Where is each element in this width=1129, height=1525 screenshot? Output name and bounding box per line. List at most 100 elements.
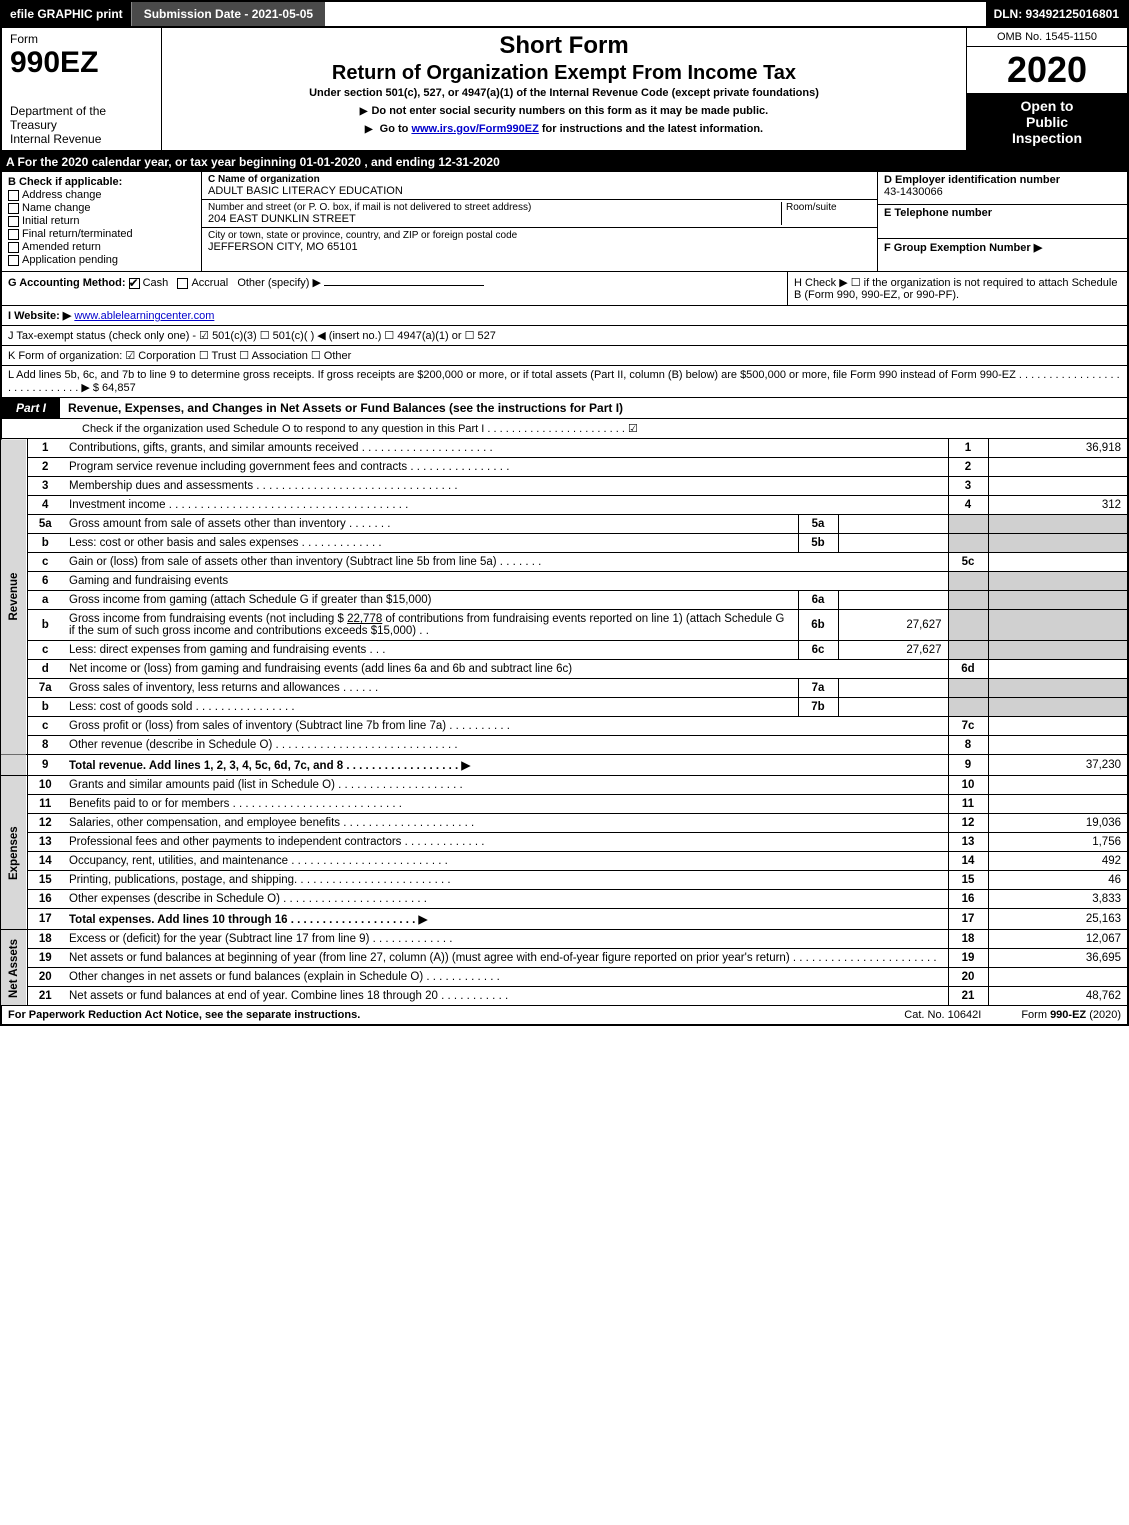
i-label: I Website: ▶ (8, 310, 71, 322)
line-1-box: 1 (948, 439, 988, 458)
line-6b-no: b (27, 610, 63, 641)
f-group-exemption-label: F Group Exemption Number ▶ (884, 241, 1121, 254)
page-footer: For Paperwork Reduction Act Notice, see … (0, 1006, 1129, 1026)
line-2-val (988, 458, 1128, 477)
org-street: 204 EAST DUNKLIN STREET (208, 213, 781, 225)
line-7a-no: 7a (27, 679, 63, 698)
org-city: JEFFERSON CITY, MO 65101 (208, 241, 871, 253)
section-k: K Form of organization: ☑ Corporation ☐ … (0, 346, 1129, 366)
dln: DLN: 93492125016801 (986, 2, 1127, 26)
line-11-box: 11 (948, 795, 988, 814)
chk-accrual[interactable] (177, 278, 188, 289)
g-other: Other (specify) ▶ (237, 277, 321, 289)
line-14-box: 14 (948, 852, 988, 871)
line-5c-val (988, 553, 1128, 572)
line-6d-box: 6d (948, 660, 988, 679)
line-16-desc: Other expenses (describe in Schedule O) … (63, 890, 948, 909)
section-i: I Website: ▶ www.ablelearningcenter.com (0, 306, 1129, 326)
line-21-desc: Net assets or fund balances at end of ye… (63, 987, 948, 1006)
line-21-val: 48,762 (988, 987, 1128, 1006)
line-18-desc: Excess or (deficit) for the year (Subtra… (63, 930, 948, 949)
line-5b-desc: Less: cost or other basis and sales expe… (63, 534, 798, 553)
open-line1: Open to (971, 98, 1123, 114)
line-6b-desc-pre: Gross income from fundraising events (no… (69, 613, 347, 625)
line-4-box: 4 (948, 496, 988, 515)
line-8-box: 8 (948, 736, 988, 755)
line-16-box: 16 (948, 890, 988, 909)
line-19-no: 19 (27, 949, 63, 968)
line-7b-no: b (27, 698, 63, 717)
chk-cash[interactable] (129, 278, 140, 289)
line-7a-sub: 7a (798, 679, 838, 698)
website-link[interactable]: www.ablelearningcenter.com (74, 310, 214, 322)
chk-name-change[interactable]: Name change (8, 202, 195, 214)
line-10-no: 10 (27, 776, 63, 795)
goto-pre: Go to (380, 123, 412, 135)
footer-left: For Paperwork Reduction Act Notice, see … (8, 1009, 360, 1021)
title-return: Return of Organization Exempt From Incom… (170, 62, 958, 85)
goto-post: for instructions and the latest informat… (542, 123, 763, 135)
line-7c-desc: Gross profit or (loss) from sales of inv… (63, 717, 948, 736)
g-label: G Accounting Method: (8, 277, 126, 289)
line-6d-desc: Net income or (loss) from gaming and fun… (63, 660, 948, 679)
line-6c-val-shaded (988, 641, 1128, 660)
line-10-box: 10 (948, 776, 988, 795)
chk-address-change[interactable]: Address change (8, 189, 195, 201)
line-17-val: 25,163 (988, 909, 1128, 930)
line-6a-box-shaded (948, 591, 988, 610)
org-info-block: B Check if applicable: Address change Na… (0, 172, 1129, 272)
part1-header: Part I Revenue, Expenses, and Changes in… (0, 398, 1129, 419)
part1-check-line: Check if the organization used Schedule … (0, 419, 1129, 439)
line-2-box: 2 (948, 458, 988, 477)
form-meta-block: OMB No. 1545-1150 2020 Open to Public In… (967, 28, 1127, 150)
c-name-label: C Name of organization (208, 174, 871, 185)
footer-form-post: (2020) (1089, 1009, 1121, 1021)
line-8-no: 8 (27, 736, 63, 755)
side-label-netassets: Net Assets (1, 930, 27, 1006)
chk-initial-return-label: Initial return (22, 215, 79, 227)
chk-application-pending-label: Application pending (22, 254, 118, 266)
line-20-box: 20 (948, 968, 988, 987)
line-18-no: 18 (27, 930, 63, 949)
part1-tab: Part I (2, 398, 60, 418)
line-6d-no: d (27, 660, 63, 679)
line-13-box: 13 (948, 833, 988, 852)
section-b: B Check if applicable: Address change Na… (2, 172, 202, 271)
chk-name-change-label: Name change (22, 202, 91, 214)
line-7c-box: 7c (948, 717, 988, 736)
line-2-no: 2 (27, 458, 63, 477)
form-header: Form 990EZ Department of the Treasury In… (0, 28, 1129, 152)
chk-amended-return[interactable]: Amended return (8, 241, 195, 253)
line-5b-sub: 5b (798, 534, 838, 553)
submission-date: Submission Date - 2021-05-05 (131, 2, 325, 26)
line-11-val (988, 795, 1128, 814)
line-6b-sub: 6b (798, 610, 838, 641)
chk-final-return-label: Final return/terminated (22, 228, 133, 240)
line-6d-val (988, 660, 1128, 679)
line-6c-desc: Less: direct expenses from gaming and fu… (63, 641, 798, 660)
c-addr-label: Number and street (or P. O. box, if mail… (208, 202, 781, 213)
irs-link[interactable]: www.irs.gov/Form990EZ (411, 123, 538, 135)
side-label-expenses: Expenses (1, 776, 27, 930)
chk-address-change-label: Address change (22, 189, 102, 201)
line-6c-sub: 6c (798, 641, 838, 660)
line-21-box: 21 (948, 987, 988, 1006)
line-7b-box-shaded (948, 698, 988, 717)
tax-year: 2020 (967, 47, 1127, 94)
ein-value: 43-1430066 (884, 186, 1121, 198)
section-g: G Accounting Method: Cash Accrual Other … (2, 272, 787, 305)
line-11-no: 11 (27, 795, 63, 814)
chk-final-return[interactable]: Final return/terminated (8, 228, 195, 240)
line-3-val (988, 477, 1128, 496)
chk-application-pending[interactable]: Application pending (8, 254, 195, 266)
line-8-desc: Other revenue (describe in Schedule O) .… (63, 736, 948, 755)
top-bar: efile GRAPHIC print Submission Date - 20… (0, 0, 1129, 28)
line-17-desc: Total expenses. Add lines 10 through 16 … (63, 909, 948, 930)
dept-treasury: Department of the Treasury (10, 104, 153, 132)
chk-initial-return[interactable]: Initial return (8, 215, 195, 227)
line-6b-amount: 22,778 (347, 613, 382, 625)
line-18-box: 18 (948, 930, 988, 949)
section-j: J Tax-exempt status (check only one) - ☑… (0, 326, 1129, 346)
line-7a-box-shaded (948, 679, 988, 698)
line-3-no: 3 (27, 477, 63, 496)
